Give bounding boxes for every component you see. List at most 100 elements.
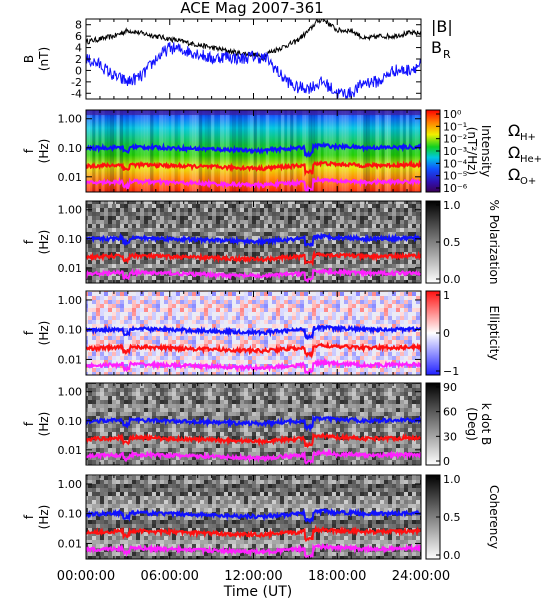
colorbar-tick-label: 0.0 — [443, 549, 461, 562]
colorbar-tick-label: 10⁻⁴ — [443, 157, 468, 170]
y-tick-label: 1.00 — [58, 294, 83, 307]
x-tick-label: 06:00:00 — [141, 569, 199, 584]
legend-omega: Ω — [508, 121, 520, 140]
coherency-panel: 1.00 0.10 0.01 1.0 0.5 0.0 Coherency f (Hz) — [22, 473, 501, 562]
colorbar-tick-label: 30 — [443, 430, 457, 443]
x-tick-label: 18:00:00 — [308, 569, 366, 584]
colorbar-tick-label: 10⁰ — [443, 108, 462, 121]
figure-title: ACE Mag 2007-361 — [180, 0, 323, 17]
y-tick-label: 1.00 — [58, 386, 83, 399]
colorbar-tick-label: 0 — [443, 455, 450, 468]
x-axis-label: Time (UT) — [223, 584, 292, 600]
gyrofreq-line-h — [86, 141, 421, 159]
colorbar-tick-label: 0.0 — [443, 273, 461, 286]
y-axis-units: (Hz) — [37, 230, 51, 255]
gyrofreq-line-he — [86, 524, 421, 543]
colorbar-tick-label: 0.5 — [443, 236, 461, 249]
colorbar-label: % Polarization — [487, 200, 501, 285]
y-tick-label: 0.01 — [58, 262, 83, 275]
y-axis-units: (nT) — [37, 47, 51, 71]
colorbar-tick-label: 10⁻¹ — [443, 120, 467, 133]
colorbar-tick-label: 0 — [443, 327, 450, 340]
y-axis-label: f — [22, 148, 36, 153]
gyrofreq-line-o — [86, 357, 421, 375]
y-axis-label: f — [22, 421, 36, 426]
y-tick-label: 0.10 — [58, 233, 83, 246]
y-tick-label: 4 — [75, 42, 82, 55]
y-tick-label: 0.01 — [58, 537, 83, 550]
gyrofreq-line-he — [86, 249, 421, 267]
x-tick-label: 24:00:00 — [392, 569, 450, 584]
y-tick-label: 0.10 — [58, 324, 83, 337]
colorbar-label: Intensity — [479, 125, 493, 177]
gyrofreq-line-o — [86, 266, 421, 283]
colorbar-label: Coherency — [487, 485, 501, 549]
colorbar-tick-label: 90 — [443, 381, 457, 394]
gyrofreq-line-o — [86, 448, 421, 465]
y-tick-label: 0 — [75, 64, 82, 77]
time-axis: 00:00:00 06:00:00 12:00:00 18:00:00 24:00:00 — [57, 569, 450, 584]
y-tick-label: 0.01 — [58, 353, 83, 366]
gyrofreq-line-h — [86, 414, 421, 433]
colorbar-tick-label: 60 — [443, 406, 457, 419]
y-tick-label: 0.10 — [58, 508, 83, 521]
legend-omega-sub: H+ — [520, 132, 536, 143]
legend-omega-sub: He+ — [520, 154, 542, 165]
y-axis-units: (Hz) — [37, 139, 51, 164]
kdotb-panel: 1.00 0.10 0.01 90 60 30 0 k dot B(Deg) f (Hz) — [22, 381, 493, 468]
gyrofreq-line-he — [86, 432, 421, 449]
legend-omega: Ω — [508, 165, 520, 184]
y-tick-label: 1.00 — [58, 478, 83, 491]
ellipticity-panel: 1.00 0.10 0.01 1 0 −1 Ellipticity f (Hz) — [22, 289, 501, 378]
y-tick-label: 0.01 — [58, 444, 83, 457]
colorbar-label: k dot B — [479, 403, 493, 445]
y-axis-label: B — [22, 55, 36, 63]
colorbar-label: Ellipticity — [487, 306, 501, 361]
y-tick-label: 6 — [75, 30, 82, 43]
colorbar-tick-label: 10⁻³ — [443, 145, 467, 158]
x-tick-label: 00:00:00 — [57, 569, 115, 584]
legend-b-magnitude: |B| — [431, 17, 453, 36]
y-axis-label: f — [22, 239, 36, 244]
y-tick-label: 0.10 — [58, 142, 83, 155]
gyrofreq-line-h — [86, 323, 421, 341]
y-tick-label: 1.00 — [58, 204, 83, 217]
colorbar-tick-label: 0.5 — [443, 511, 461, 524]
legend-b-radial: B — [431, 38, 442, 57]
y-axis-units: (Hz) — [37, 321, 51, 346]
legend-omega-sub: O+ — [520, 176, 536, 187]
x-tick-label: 12:00:00 — [224, 569, 282, 584]
y-tick-label: 2 — [75, 53, 82, 66]
colorbar-label-units: (nT²/Hz) — [465, 127, 479, 175]
gyrofreq-line-h — [86, 232, 421, 248]
gyrofreq-line-he — [86, 159, 421, 177]
colorbar-tick-label: 10⁻⁶ — [443, 182, 468, 195]
gyrofreq-line-o — [86, 175, 421, 192]
polarization-panel: 1.00 0.10 0.01 1.0 0.5 0.0 % Polarization f (Hz) — [22, 199, 501, 286]
y-tick-label: 0.01 — [58, 171, 83, 184]
colorbar-label-units: (Deg) — [465, 407, 479, 441]
y-axis-label: f — [22, 330, 36, 335]
legend-b-radial-sub: R — [443, 48, 451, 61]
colorbar-tick-label: 10⁻² — [443, 133, 467, 146]
y-tick-label: -4 — [71, 87, 82, 100]
legend-omega: Ω — [508, 143, 520, 162]
series-line-b-radial — [86, 42, 421, 99]
colorbar — [425, 382, 441, 466]
colorbar-tick-label: −1 — [443, 365, 459, 378]
colorbar-tick-label: 1 — [443, 289, 450, 302]
y-tick-label: -2 — [71, 76, 82, 89]
y-axis-units: (Hz) — [37, 412, 51, 437]
colorbar-tick-label: 10⁻⁵ — [443, 170, 467, 183]
gyrofreq-line-o — [86, 542, 421, 559]
y-tick-label: 8 — [75, 19, 82, 32]
y-axis-units: (Hz) — [37, 505, 51, 530]
series-line-b-magnitude — [86, 19, 421, 61]
y-tick-label: 0.10 — [58, 415, 83, 428]
colorbar-tick-label: 1.0 — [443, 199, 461, 212]
y-tick-label: 1.00 — [58, 113, 83, 126]
